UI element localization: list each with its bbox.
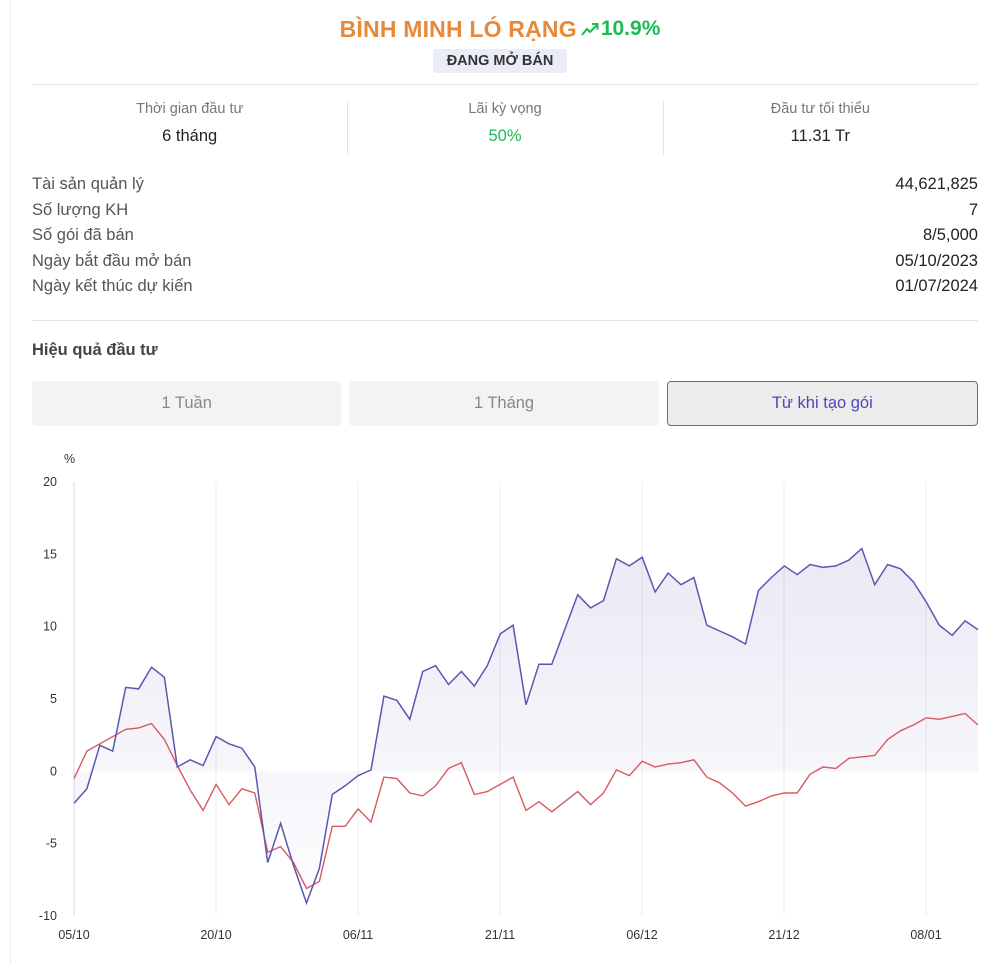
info-value: 01/07/2024 — [895, 277, 978, 296]
y-tick-label: 0 — [50, 764, 57, 778]
y-tick-label: 20 — [43, 475, 57, 489]
stat-label: Thời gian đầu tư — [136, 101, 244, 117]
info-label: Ngày kết thúc dự kiến — [32, 277, 193, 296]
divider — [32, 84, 978, 85]
stat-expected-return: Lãi kỳ vọng 50% — [347, 99, 662, 157]
package-title: BÌNH MINH LÓ RẠNG — [339, 15, 577, 42]
period-tabs: 1 Tuần 1 Tháng Từ khi tạo gói — [32, 381, 978, 426]
info-value: 8/5,000 — [922, 226, 978, 245]
x-tick-label: 21/12 — [768, 928, 799, 942]
stats-row: Thời gian đầu tư 6 tháng Lãi kỳ vọng 50%… — [32, 99, 978, 157]
stat-value: 11.31 Tr — [790, 127, 850, 145]
info-row-customers: Số lượng KH 7 — [32, 198, 978, 224]
info-value: 44,621,825 — [895, 175, 978, 194]
x-tick-label: 21/11 — [485, 928, 515, 942]
info-value: 7 — [968, 200, 978, 219]
y-tick-label: -5 — [46, 837, 57, 851]
stat-duration: Thời gian đầu tư 6 tháng — [32, 99, 347, 157]
y-axis-unit: % — [64, 452, 75, 466]
trend-up-icon — [581, 23, 599, 36]
y-tick-label: 10 — [43, 620, 57, 634]
stat-min-investment: Đầu tư tối thiểu 11.31 Tr — [662, 99, 978, 157]
info-label: Ngày bắt đầu mở bán — [32, 251, 192, 270]
info-label: Số lượng KH — [32, 200, 129, 219]
stat-value: 6 tháng — [162, 127, 218, 145]
performance-title: Hiệu quả đầu tư — [32, 341, 158, 359]
x-tick-label: 06/12 — [626, 928, 657, 942]
x-tick-label: 20/10 — [200, 928, 231, 942]
info-row-aum: Tài sản quản lý 44,621,825 — [32, 172, 978, 198]
y-tick-label: 15 — [43, 547, 57, 561]
benchmark-line — [73, 712, 979, 890]
divider — [32, 320, 978, 321]
info-row-start-date: Ngày bắt đầu mở bán 05/10/2023 — [32, 249, 978, 275]
return-value: 10.9% — [600, 17, 661, 40]
x-tick-label: 06/11 — [343, 928, 373, 942]
info-list: Tài sản quản lý 44,621,825 Số lượng KH 7… — [32, 172, 978, 300]
stat-label: Đầu tư tối thiểu — [770, 101, 870, 117]
status-badge: ĐANG MỞ BÁN — [432, 49, 568, 73]
y-tick-label: -10 — [39, 909, 57, 923]
stat-label: Lãi kỳ vọng — [468, 101, 542, 117]
tab-1-week[interactable]: 1 Tuần — [32, 381, 342, 426]
package-header: BÌNH MINH LÓ RẠNG 10.9% ĐANG MỞ BÁN — [0, 14, 1000, 73]
info-label: Số gói đã bán — [32, 226, 134, 245]
fund-line — [73, 547, 979, 906]
info-value: 05/10/2023 — [895, 251, 978, 270]
info-label: Tài sản quản lý — [32, 175, 144, 194]
tab-1-month[interactable]: 1 Tháng — [349, 381, 659, 426]
x-tick-label: 05/10 — [58, 928, 89, 942]
info-row-end-date: Ngày kết thúc dự kiến 01/07/2024 — [32, 274, 978, 300]
tab-since-inception[interactable]: Từ khi tạo gói — [666, 381, 978, 426]
y-tick-label: 5 — [50, 692, 57, 706]
info-row-packages-sold: Số gói đã bán 8/5,000 — [32, 223, 978, 249]
performance-chart: % 20 15 10 5 0 -5 -10 05/10 20/10 06/11 21/11 06/1… — [39, 452, 979, 942]
x-tick-label: 08/01 — [910, 928, 941, 942]
frame-border — [10, 0, 11, 964]
return-indicator: 10.9% — [581, 17, 661, 41]
fund-area — [74, 548, 978, 903]
stat-value: 50% — [488, 127, 522, 145]
